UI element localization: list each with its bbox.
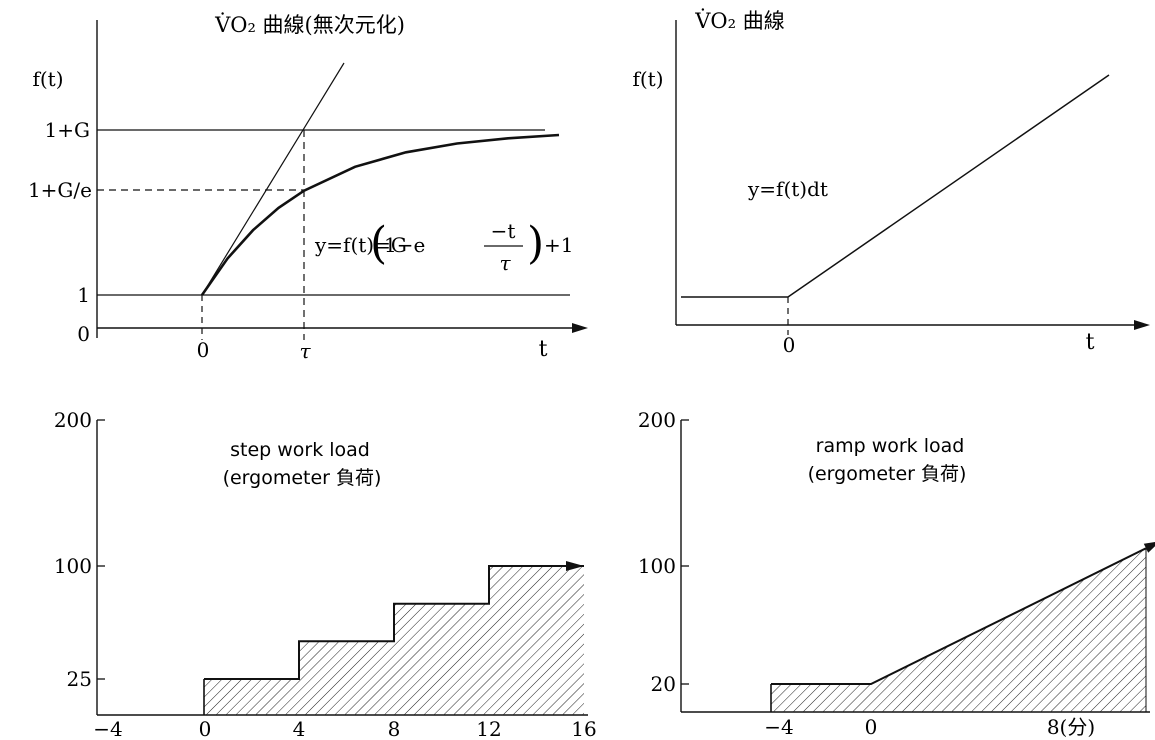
equation-denominator: τ xyxy=(499,251,511,275)
panel2-annotation: y=f(t)dt xyxy=(747,177,828,201)
panel2-x-arrow xyxy=(1134,320,1150,330)
panel4-ramp-arrow xyxy=(1143,542,1155,553)
panel4-ytick-100: 100 xyxy=(638,554,676,578)
panel3-series-step xyxy=(204,565,584,680)
panel2-series-line xyxy=(681,74,1110,298)
panel3-xtick-4: 4 xyxy=(293,717,306,740)
panel3-subtitle: (ergometer 負荷) xyxy=(223,467,382,489)
panel1-ylabel: f(t) xyxy=(32,67,63,91)
panel2-ylabel: f(t) xyxy=(632,67,663,91)
panel1-xtick-0: 0 xyxy=(197,338,210,362)
panel-step-work-load: step work load (ergometer 負荷) 200 100 25… xyxy=(54,408,597,740)
panel3-xtick-neg4: −4 xyxy=(93,717,122,740)
panel-vo2-dimensionless: V̇O₂ 曲線(無次元化) f(t) t 0 1 1+G/e 1+G 0 τ y… xyxy=(28,13,588,363)
panel1-ytick-1g: 1+G xyxy=(45,118,90,142)
panel4-ytick-200: 200 xyxy=(638,408,676,432)
equation-paren-close: ) xyxy=(527,218,544,269)
panel4-title: ramp work load xyxy=(816,435,965,457)
panel3-title: step work load xyxy=(230,439,370,461)
panel1-title: V̇O₂ 曲線(無次元化) xyxy=(214,13,405,37)
panel4-xtick-0: 0 xyxy=(865,715,878,739)
panel1-xlabel: t xyxy=(539,337,548,362)
panel4-subtitle: (ergometer 負荷) xyxy=(808,463,967,485)
panel3-ytick-100: 100 xyxy=(54,554,92,578)
panel3-xtick-12: 12 xyxy=(476,717,501,740)
panel-ramp-work-load: ramp work load (ergometer 負荷) 200 100 20… xyxy=(638,408,1155,739)
panel3-xtick-8: 8 xyxy=(388,717,401,740)
panel3-ytick-200: 200 xyxy=(54,408,92,432)
panel4-series-ramp xyxy=(771,547,1147,685)
equation-paren-open: ( xyxy=(370,218,387,269)
panel2-xtick-0: 0 xyxy=(783,333,796,357)
equation-one-minus-e: 1−e xyxy=(384,233,425,257)
panel1-xtick-tau: τ xyxy=(299,339,311,363)
panel-vo2: V̇O₂ 曲線 f(t) t y=f(t)dt 0 xyxy=(632,9,1150,357)
equation-tail: +1 xyxy=(544,233,573,257)
panel1-equation: y=f(t)=G ( 1−e −t τ ) +1 xyxy=(314,218,573,275)
equation-numerator: −t xyxy=(491,219,516,243)
panel1-ytick-1ge: 1+G/e xyxy=(28,178,92,202)
panel4-ytick-20: 20 xyxy=(651,672,676,696)
panel1-series-curve xyxy=(200,133,560,296)
panel1-ytick-0: 0 xyxy=(77,322,90,346)
panel3-ytick-25: 25 xyxy=(67,667,92,691)
panel4-series-fill xyxy=(771,548,1146,712)
panel3-xtick-16: 16 xyxy=(571,717,596,740)
panel1-ytick-1: 1 xyxy=(77,283,90,307)
equation-lhs: y=f(t)=G xyxy=(314,233,407,257)
panel1-tangent-line xyxy=(201,62,345,296)
panel3-step-arrow xyxy=(566,561,584,571)
panel4-xtick-neg4: −4 xyxy=(764,715,793,739)
panel2-title: V̇O₂ 曲線 xyxy=(694,9,784,33)
panel4-xtick-8: 8(分) xyxy=(1047,715,1095,739)
panel2-xlabel: t xyxy=(1086,330,1095,355)
panel1-x-arrow xyxy=(572,323,588,333)
panel3-xtick-0: 0 xyxy=(199,717,212,740)
